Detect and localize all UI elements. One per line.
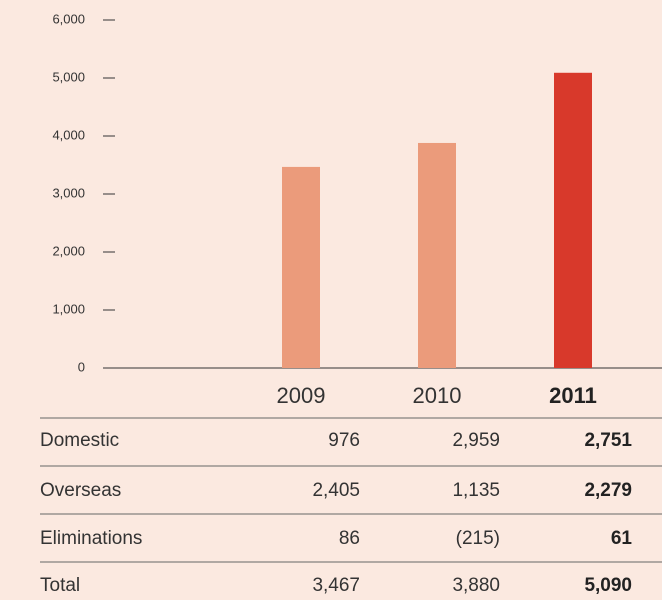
table-cell: 2,405 (312, 480, 360, 501)
table-cell: 61 (611, 528, 633, 549)
table-cell: 5,090 (584, 575, 632, 596)
bar (282, 166, 320, 368)
y-tick-label: 4,000 (52, 127, 85, 142)
y-tick-label: 0 (78, 359, 85, 374)
table-cell: (215) (456, 528, 500, 549)
bar (418, 142, 456, 368)
table-cell: 2,751 (584, 430, 632, 451)
row-label: Overseas (40, 480, 121, 501)
y-tick-label: 1,000 (52, 301, 85, 316)
x-tick-label: 2011 (549, 383, 597, 408)
bar (554, 72, 592, 368)
row-label: Total (40, 575, 80, 596)
x-tick-label: 2010 (413, 383, 462, 408)
table-cell: 1,135 (452, 480, 500, 501)
table-cell: 86 (339, 528, 360, 549)
y-tick-label: 5,000 (52, 69, 85, 84)
row-label: Domestic (40, 430, 119, 451)
table-cell: 3,880 (452, 575, 500, 596)
table-cell: 2,959 (452, 430, 500, 451)
y-tick-label: 3,000 (52, 185, 85, 200)
y-tick-label: 2,000 (52, 243, 85, 258)
row-label: Eliminations (40, 528, 142, 549)
table-cell: 2,279 (584, 480, 632, 501)
table-cell: 3,467 (312, 575, 360, 596)
y-tick-label: 6,000 (52, 11, 85, 26)
x-tick-label: 2009 (277, 383, 326, 408)
table-cell: 976 (328, 430, 360, 451)
